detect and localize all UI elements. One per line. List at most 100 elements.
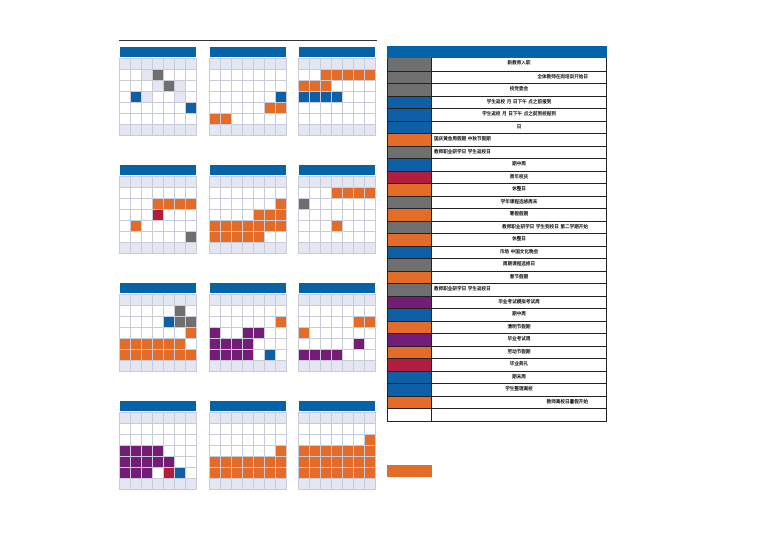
day-cell xyxy=(131,479,142,490)
day-cell xyxy=(343,446,354,457)
day-cell xyxy=(243,177,254,188)
day-cell xyxy=(332,339,343,350)
month-day-grid xyxy=(298,58,376,136)
day-cell xyxy=(221,328,232,339)
day-cell xyxy=(142,177,153,188)
day-cell xyxy=(276,103,287,114)
day-cell xyxy=(321,70,332,81)
day-cell xyxy=(120,210,131,221)
day-cell xyxy=(175,350,186,361)
day-cell xyxy=(321,210,332,221)
day-cell xyxy=(175,468,186,479)
day-cell xyxy=(186,232,197,243)
day-cell xyxy=(354,188,365,199)
legend-row: 国庆黄金周假期 中秋节假期 xyxy=(388,133,606,146)
day-cell xyxy=(276,479,287,490)
day-cell xyxy=(221,435,232,446)
legend-swatch xyxy=(388,271,432,283)
day-cell xyxy=(310,350,321,361)
day-cell xyxy=(164,177,175,188)
day-cell xyxy=(210,210,221,221)
legend-swatch xyxy=(388,346,432,358)
month-header xyxy=(298,46,376,58)
day-cell xyxy=(310,446,321,457)
legend-swatch xyxy=(388,159,432,171)
day-cell xyxy=(365,361,376,372)
day-cell xyxy=(243,306,254,317)
day-cell xyxy=(310,221,321,232)
legend-row: 周期课程选修日 xyxy=(388,258,606,271)
day-cell xyxy=(120,125,131,136)
day-cell xyxy=(186,114,197,125)
day-cell xyxy=(254,188,265,199)
day-cell xyxy=(332,188,343,199)
day-cell xyxy=(232,317,243,328)
day-cell xyxy=(310,70,321,81)
day-cell xyxy=(243,339,254,350)
day-cell xyxy=(175,59,186,70)
day-cell xyxy=(332,468,343,479)
day-cell xyxy=(243,468,254,479)
legend-swatch xyxy=(388,184,432,196)
day-cell xyxy=(310,424,321,435)
day-cell xyxy=(354,199,365,210)
day-cell xyxy=(354,457,365,468)
day-cell xyxy=(142,446,153,457)
day-cell xyxy=(243,199,254,210)
day-cell xyxy=(354,177,365,188)
day-cell xyxy=(354,328,365,339)
day-cell xyxy=(343,92,354,103)
day-cell xyxy=(354,210,365,221)
day-cell xyxy=(186,103,197,114)
day-cell xyxy=(153,59,164,70)
legend-label: 休整日 xyxy=(512,187,526,192)
day-cell xyxy=(175,243,186,254)
legend-label: 学年课程选修周末 xyxy=(500,199,538,205)
day-cell xyxy=(299,70,310,81)
legend-row: 毕业典礼 xyxy=(388,358,606,371)
day-cell xyxy=(120,479,131,490)
day-cell xyxy=(153,103,164,114)
day-cell xyxy=(310,59,321,70)
day-cell xyxy=(232,114,243,125)
day-cell xyxy=(321,92,332,103)
day-cell xyxy=(210,424,221,435)
day-cell xyxy=(343,457,354,468)
day-cell xyxy=(354,468,365,479)
legend-label: 休整日 xyxy=(512,237,526,242)
day-cell xyxy=(164,457,175,468)
day-cell xyxy=(120,295,131,306)
day-cell xyxy=(365,81,376,92)
day-cell xyxy=(332,114,343,125)
day-cell xyxy=(343,177,354,188)
legend-row: 教师离校日暑假开始 xyxy=(388,395,606,408)
day-cell xyxy=(276,424,287,435)
day-cell xyxy=(276,70,287,81)
day-cell xyxy=(131,103,142,114)
day-cell xyxy=(254,317,265,328)
day-cell xyxy=(265,188,276,199)
day-cell xyxy=(321,435,332,446)
day-cell xyxy=(164,125,175,136)
day-cell xyxy=(210,350,221,361)
legend-label: 全体教师在岗培训开始日 xyxy=(537,74,588,80)
day-cell xyxy=(310,295,321,306)
legend-row: 休整日 xyxy=(388,183,606,196)
legend-label: 教师职业研学日 学生到校日 第二学期开始 xyxy=(502,224,588,230)
day-cell xyxy=(321,188,332,199)
legend-swatch xyxy=(388,221,432,233)
day-cell xyxy=(210,232,221,243)
day-cell xyxy=(131,243,142,254)
day-cell xyxy=(120,350,131,361)
day-cell xyxy=(175,199,186,210)
day-cell xyxy=(276,457,287,468)
legend-row: 日 xyxy=(388,120,606,133)
legend-row: 学生整理离校 xyxy=(388,383,606,396)
day-cell xyxy=(142,413,153,424)
day-cell xyxy=(299,59,310,70)
day-cell xyxy=(186,457,197,468)
day-cell xyxy=(232,221,243,232)
day-cell xyxy=(354,243,365,254)
day-cell xyxy=(310,468,321,479)
day-cell xyxy=(332,59,343,70)
